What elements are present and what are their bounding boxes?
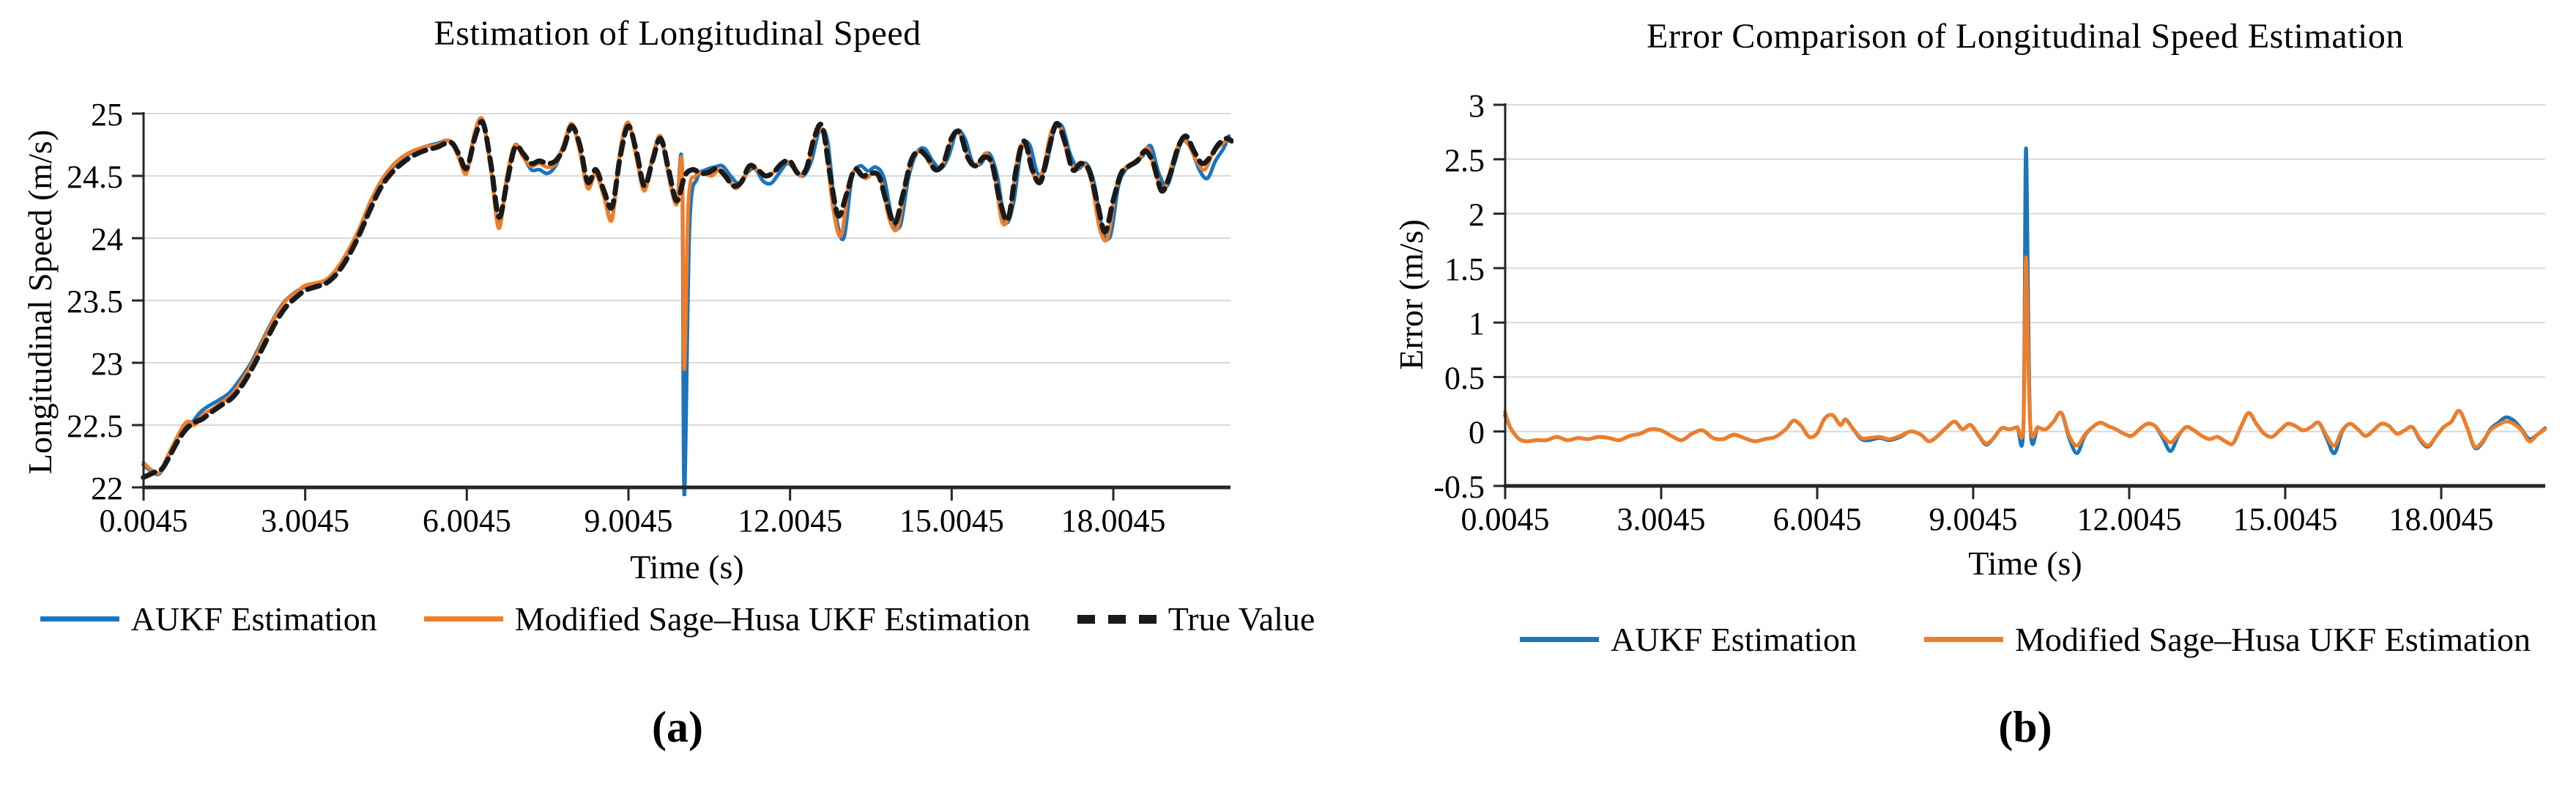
series-group (1503, 146, 2547, 455)
y-tick-label: 3 (1469, 88, 1485, 124)
legend-label: AUKF Estimation (1610, 621, 1857, 658)
y-tick-label: 1 (1469, 306, 1485, 342)
x-tick-label: 12.0045 (2077, 501, 2182, 537)
x-tick-label: 6.0045 (1773, 501, 1862, 537)
chart-a-y-axis-label: Longitudinal Speed (m/s) (21, 129, 59, 475)
x-tick-label: 3.0045 (261, 503, 349, 539)
y-tick-label: -0.5 (1433, 469, 1485, 505)
legend-label: True Value (1168, 600, 1315, 638)
x-tick-label: 6.0045 (423, 503, 511, 539)
y-tick-label: 24 (91, 221, 123, 257)
y-tick-label: 23.5 (67, 284, 123, 320)
legend-entry-aukf: AUKF Estimation (40, 600, 377, 638)
msh-ukf-line-swatch-icon (423, 616, 503, 622)
legend-label: Modified Sage–Husa UKF Estimation (514, 600, 1031, 638)
series-line-true_black (141, 119, 1233, 480)
legend-entry-true-value: True Value (1077, 600, 1315, 638)
chart-b-group: -0.5 0 0.5 1 1.5 2 2.5 3 0.0045 3.0045 6.0045 9.004… (1433, 88, 2547, 537)
true-value-dashed-swatch-icon (1077, 614, 1157, 624)
x-tick-label: 18.0045 (1061, 503, 1166, 539)
legend-entry-msh-ukf: Modified Sage–Husa UKF Estimation (423, 600, 1031, 638)
x-tick-label: 15.0045 (899, 503, 1004, 539)
x-tick-label: 3.0045 (1617, 501, 1706, 537)
chart-a-x-axis-label: Time (s) (630, 548, 744, 586)
x-tick-label: 9.0045 (584, 503, 673, 539)
chart-b-y-axis-label: Error (m/s) (1392, 219, 1430, 370)
series-line-msh_orange (1503, 255, 2547, 449)
x-tick-label: 0.0045 (1461, 501, 1550, 537)
subfigure-caption-b: (b) (1998, 703, 2052, 751)
x-tick-label: 0.0045 (100, 503, 188, 539)
chart-a-legend: AUKF Estimation Modified Sage–Husa UKF E… (0, 600, 1355, 638)
chart-a-title: Estimation of Longitudinal Speed (434, 14, 921, 53)
y-tick-label: 25 (91, 97, 123, 133)
y-tick-label: 22.5 (67, 408, 123, 444)
x-tick-label: 15.0045 (2233, 501, 2338, 537)
y-tick-label: 23 (91, 346, 123, 382)
y-tick-label: 2 (1469, 197, 1485, 233)
y-tick-label: 24.5 (67, 159, 123, 195)
chart-b-legend: AUKF Estimation Modified Sage–Husa UKF E… (1505, 620, 2545, 659)
y-tick-label: 0.5 (1444, 360, 1485, 396)
legend-label: Modified Sage–Husa UKF Estimation (2015, 621, 2531, 658)
chart-a-group: 22 22.5 23 23.5 24 24.5 25 0.0045 3.0045 6.0045 9.… (67, 97, 1233, 539)
legend-entry-aukf: AUKF Estimation (1519, 620, 1857, 659)
x-tick-label: 18.0045 (2389, 501, 2494, 537)
subfigure-caption-a: (a) (652, 703, 703, 751)
x-tick-label: 12.0045 (738, 503, 842, 539)
aukf-line-swatch-icon (40, 616, 119, 622)
legend-entry-msh-ukf: Modified Sage–Husa UKF Estimation (1924, 620, 2531, 659)
msh-ukf-line-swatch-icon (1924, 637, 2004, 642)
y-tick-label: 22 (91, 471, 123, 506)
x-tick-label: 9.0045 (1929, 501, 2018, 537)
series-group (141, 116, 1233, 496)
y-tick-label: 2.5 (1444, 142, 1485, 178)
aukf-line-swatch-icon (1519, 637, 1599, 642)
legend-label: AUKF Estimation (130, 600, 377, 638)
chart-b-x-axis-label: Time (s) (1968, 545, 2082, 582)
chart-b-title: Error Comparison of Longitudinal Speed E… (1647, 17, 2404, 56)
y-tick-label: 1.5 (1444, 251, 1485, 287)
y-tick-label: 0 (1469, 415, 1485, 451)
